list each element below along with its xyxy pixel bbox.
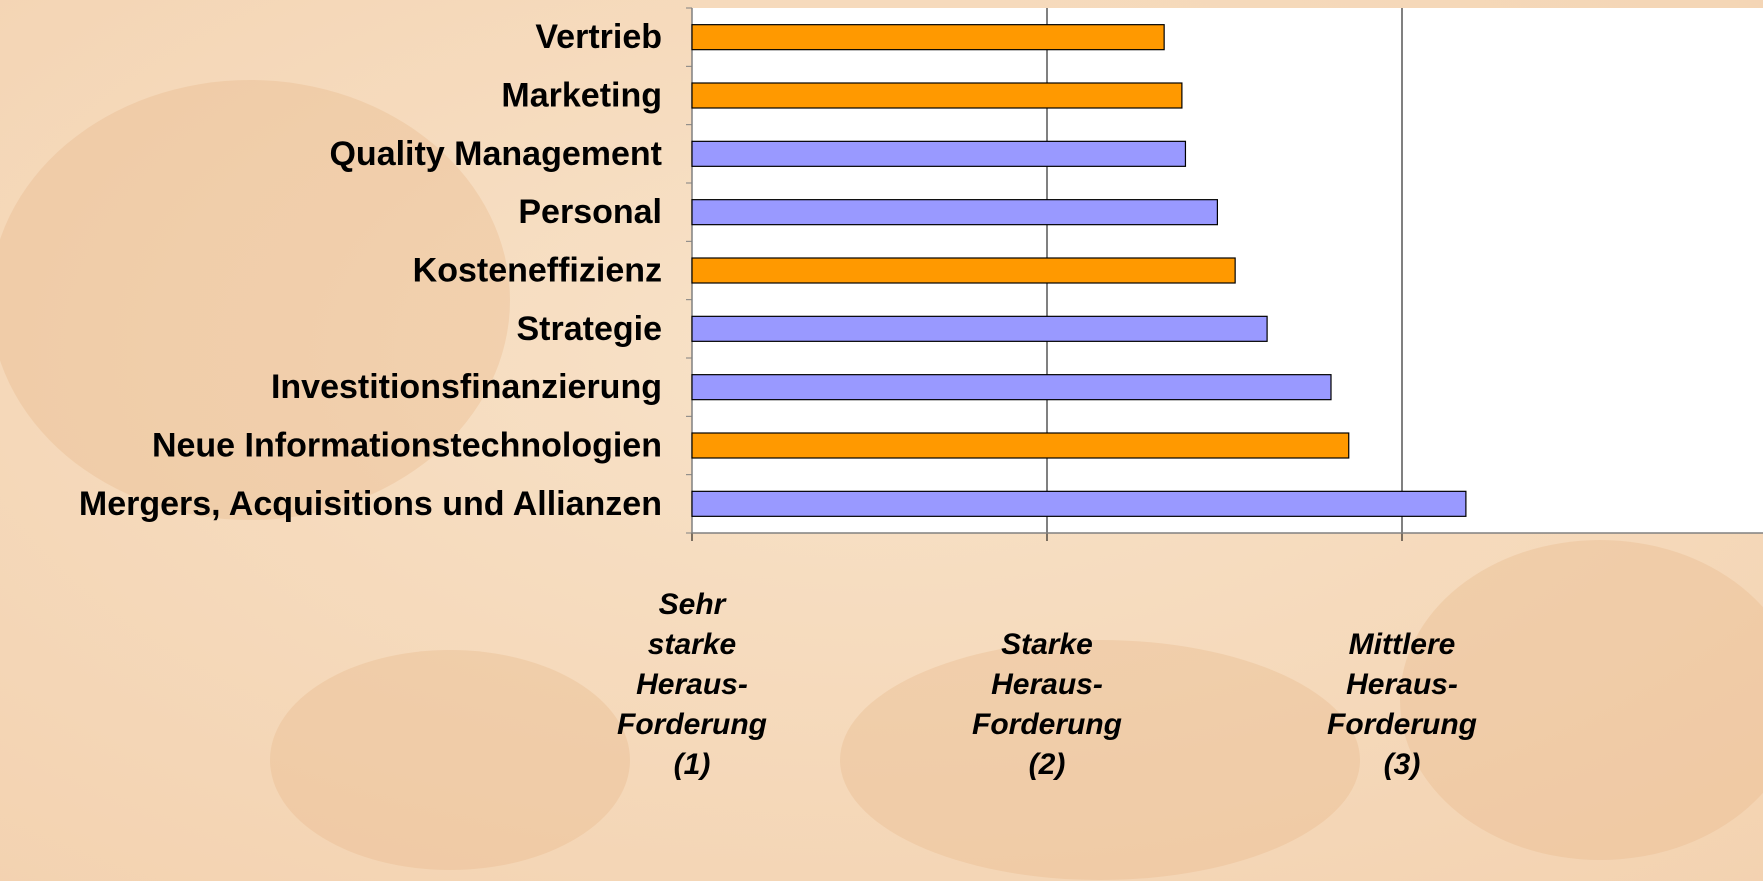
category-label: Personal: [518, 193, 662, 231]
bar: [691, 490, 1467, 517]
category-label: Vertrieb: [535, 18, 662, 56]
category-label: Kosteneffizienz: [413, 251, 662, 289]
map-texture: [0, 80, 1763, 880]
bar: [691, 315, 1268, 342]
category-label: Neue Informationstechnologien: [152, 426, 662, 464]
bar: [691, 82, 1183, 109]
bar: [691, 140, 1187, 167]
bar: [691, 374, 1332, 401]
category-label: Strategie: [517, 310, 663, 348]
category-label: Investitionsfinanzierung: [271, 368, 662, 406]
x-tick-label: Starke Heraus- Forderung (2): [972, 628, 1122, 781]
category-label: Mergers, Acquisitions und Allianzen: [79, 485, 662, 523]
category-label: Quality Management: [329, 135, 662, 173]
category-label: Marketing: [501, 76, 662, 114]
x-tick-label: Sehr starke Heraus- Forderung (1): [617, 588, 767, 781]
x-tick-label: Mittlere Heraus- Forderung (3): [1327, 628, 1477, 781]
bar: [691, 257, 1236, 284]
bar: [691, 199, 1219, 226]
bar: [691, 24, 1165, 51]
bar: [691, 432, 1350, 459]
